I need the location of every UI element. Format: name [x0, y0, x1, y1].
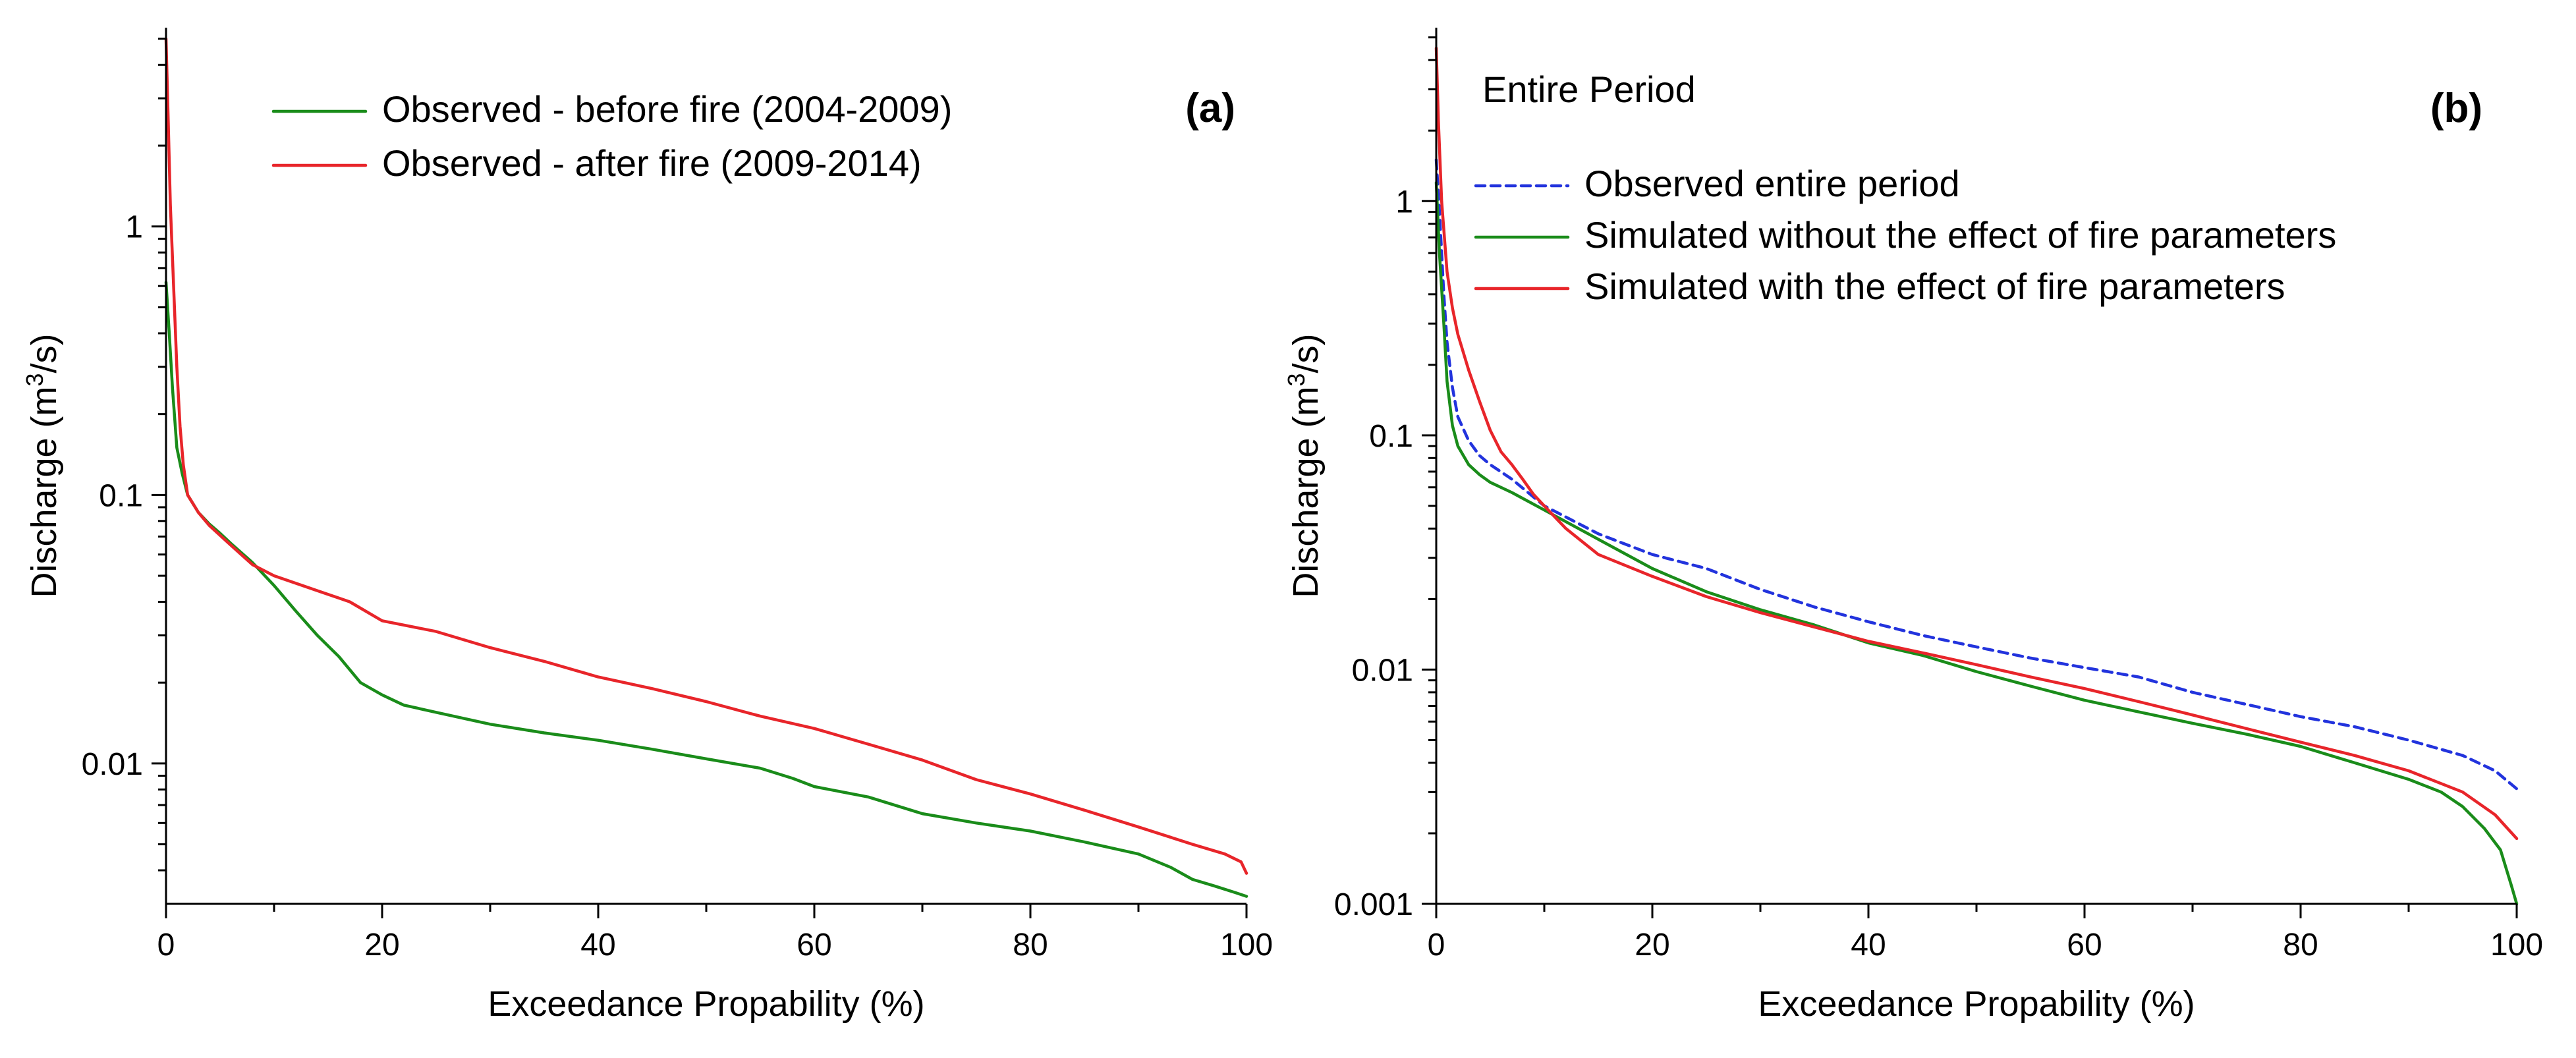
- x-tick-label: 60: [2067, 928, 2102, 962]
- y-axis-title: Discharge (m3/s): [21, 333, 64, 598]
- x-tick-label: 80: [2283, 928, 2318, 962]
- x-tick-label: 20: [364, 928, 399, 962]
- legend-label-2: Observed - after fire (2009-2014): [382, 142, 922, 184]
- x-axis-title: Exceedance Propability (%): [488, 984, 924, 1024]
- series-line-2: [1434, 181, 2519, 906]
- x-tick-label: 0: [157, 928, 175, 962]
- legend-label-1: Observed - before fire (2004-2009): [382, 88, 952, 130]
- x-tick-label: 80: [1013, 928, 1048, 962]
- y-tick-label: 0.001: [1334, 887, 1413, 922]
- y-tick-label: 1: [125, 210, 143, 245]
- x-tick-label: 20: [1635, 928, 1669, 962]
- panel-label: (b): [2430, 86, 2482, 131]
- series-line-1: [164, 281, 1248, 898]
- y-tick-label: 1: [1395, 184, 1413, 219]
- legend-label-1: Observed entire period: [1584, 163, 1960, 204]
- panel-a: 0 20 40 60 80 100 0.01 0.1 1 Exceedance Propabili…: [21, 28, 1273, 1024]
- x-tick-label: 100: [1220, 928, 1273, 962]
- y-tick-label: 0.1: [1369, 419, 1413, 454]
- x-tick-label: 40: [1851, 928, 1886, 962]
- panel-label: (a): [1185, 86, 1235, 131]
- y-tick-label: 0.01: [82, 747, 143, 782]
- y-axis-title: Discharge (m3/s): [1283, 333, 1326, 598]
- x-tick-label: 100: [2490, 928, 2543, 962]
- x-tick-label: 60: [797, 928, 831, 962]
- x-axis-title: Exceedance Propability (%): [1758, 984, 2195, 1024]
- period-label: Entire Period: [1482, 69, 1696, 110]
- series-line-3: [1434, 46, 2519, 841]
- y-tick-label: 0.01: [1352, 653, 1413, 688]
- y-tick-label: 0.1: [99, 478, 143, 513]
- legend-label-3: Simulated with the effect of fire parame…: [1584, 265, 2285, 307]
- series-line-1: [1434, 158, 2519, 791]
- series-line-2: [164, 37, 1248, 875]
- legend-label-2: Simulated without the effect of fire par…: [1584, 214, 2336, 256]
- x-tick-label: 40: [580, 928, 615, 962]
- x-tick-label: 0: [1428, 928, 1445, 962]
- panel-b: 0 20 40 60 80 100 0.001 0.01 0.1 1 Exceedance Prop…: [1283, 28, 2543, 1024]
